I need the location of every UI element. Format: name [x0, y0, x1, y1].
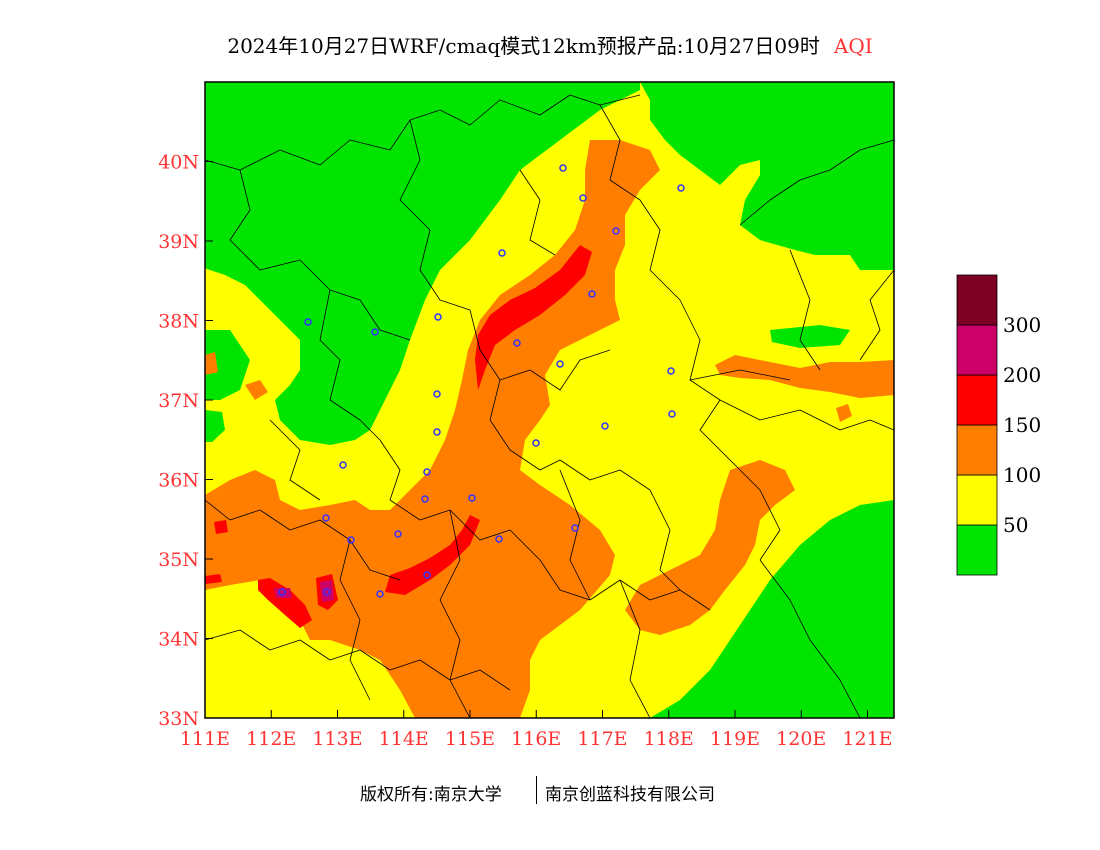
legend-swatch [956, 424, 998, 476]
aqi-band-magenta-1 [274, 588, 292, 598]
city-marker [588, 290, 596, 298]
legend-swatch [956, 324, 998, 376]
city-marker [347, 536, 355, 544]
aqi-band-orange-east [715, 355, 894, 398]
city-marker [498, 249, 506, 257]
legend-swatch [956, 274, 998, 326]
aqi-legend: 50 100 150 200 300 [956, 274, 1041, 576]
x-tick-label: 118E [644, 728, 694, 750]
y-axis: 33N 34N 35N 36N 37N 38N 39N 40N [158, 152, 213, 730]
aqi-band-magenta-2 [320, 580, 334, 602]
city-marker [394, 530, 402, 538]
legend-swatch [956, 474, 998, 526]
footer-separator [536, 776, 537, 804]
city-marker [468, 494, 476, 502]
city-marker [304, 318, 312, 326]
city-markers [278, 164, 685, 598]
city-marker [423, 571, 431, 579]
aqi-contour-field [205, 82, 894, 718]
aqi-band-green-northwest [205, 82, 640, 445]
aqi-band-orange-west-edge [205, 352, 218, 375]
city-marker [421, 495, 429, 503]
legend-label: 150 [1003, 413, 1041, 437]
legend-swatch [956, 524, 998, 576]
title-main: 2024年10月27日WRF/cmaq模式12km预报产品:10月27日09时 [227, 34, 820, 58]
x-tick-label: 116E [511, 728, 561, 750]
aqi-band-orange-southeast-arc [625, 460, 795, 635]
x-tick-label: 117E [577, 728, 627, 750]
city-marker [556, 360, 564, 368]
city-marker [601, 422, 609, 430]
x-tick-label: 111E [180, 728, 230, 750]
y-tick-label: 35N [158, 549, 199, 571]
city-marker [423, 468, 431, 476]
city-marker [513, 339, 521, 347]
aqi-band-green-northeast [640, 82, 894, 270]
city-marker [667, 367, 675, 375]
city-marker [559, 164, 567, 172]
aqi-band-orange-northwest-patch [245, 380, 268, 400]
city-marker [571, 524, 579, 532]
y-tick-label: 39N [158, 231, 199, 253]
city-marker [339, 461, 347, 469]
legend-label: 300 [1003, 313, 1041, 337]
city-marker [677, 184, 685, 192]
aqi-band-red-southwest [258, 578, 312, 628]
legend-label: 50 [1003, 513, 1028, 537]
y-tick-label: 34N [158, 629, 199, 651]
aqi-band-green-bohai-island [770, 325, 850, 348]
x-tick-label: 120E [776, 728, 826, 750]
aqi-band-red-south [385, 515, 480, 595]
x-axis: 111E 112E 113E 114E 115E 116E 117E 118E 119E 120E… [180, 710, 893, 750]
y-tick-label: 37N [158, 390, 199, 412]
city-marker [579, 194, 587, 202]
city-marker [612, 227, 620, 235]
y-tick-label: 36N [158, 470, 199, 492]
aqi-band-red-spot-3 [205, 574, 222, 584]
city-marker [278, 588, 286, 596]
city-marker [376, 590, 384, 598]
x-tick-label: 121E [842, 728, 892, 750]
y-tick-label: 38N [158, 311, 199, 333]
x-tick-label: 113E [312, 728, 362, 750]
city-marker [323, 588, 331, 596]
aqi-band-green-west-strip [205, 330, 250, 400]
legend-label: 200 [1003, 363, 1041, 387]
city-marker [668, 410, 676, 418]
city-marker [532, 439, 540, 447]
city-marker [495, 535, 503, 543]
city-marker [433, 390, 441, 398]
x-tick-label: 115E [445, 728, 495, 750]
aqi-band-green-small-patch [294, 210, 320, 232]
y-tick-label: 33N [158, 708, 199, 730]
city-marker [433, 428, 441, 436]
city-marker [322, 514, 330, 522]
legend-swatch [956, 374, 998, 426]
company-text: 南京创蓝科技有限公司 [545, 785, 715, 805]
aqi-band-green-southeast [650, 500, 894, 718]
y-tick-label: 40N [158, 152, 199, 174]
copyright-text: 版权所有:南京大学 [360, 785, 502, 805]
x-tick-label: 119E [710, 728, 760, 750]
city-marker [371, 328, 379, 336]
aqi-band-orange-east-dot [836, 404, 852, 422]
aqi-band-red-north [475, 245, 592, 390]
aqi-band-green-west-low [205, 410, 225, 442]
x-tick-label: 114E [379, 728, 429, 750]
map-title: 2024年10月27日WRF/cmaq模式12km预报产品:10月27日09时 A… [0, 30, 1100, 59]
title-product: AQI [833, 34, 873, 58]
legend-label: 100 [1003, 463, 1041, 487]
county-borders [205, 94, 894, 718]
aqi-band-red-spot-2 [214, 520, 228, 534]
x-tick-label: 112E [246, 728, 296, 750]
city-marker [434, 313, 442, 321]
